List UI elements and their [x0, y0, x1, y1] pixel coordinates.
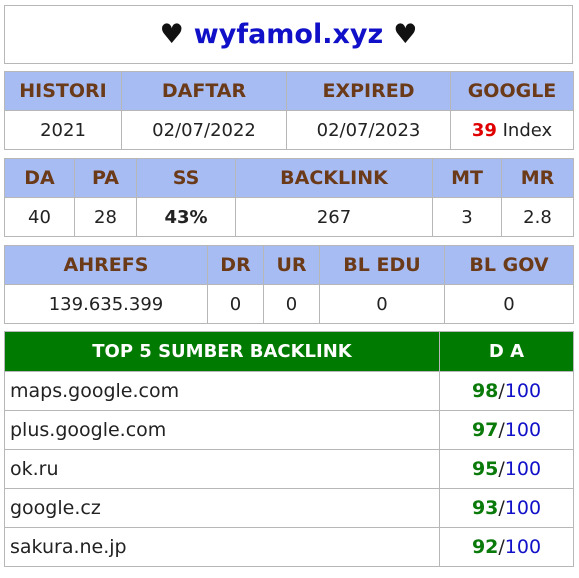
value-ahrefs: 139.635.399	[4, 284, 208, 324]
header-da: DA	[4, 158, 75, 198]
moz-metrics-table: DA PA SS BACKLINK MT MR 40 28 43% 267 3 …	[4, 158, 574, 237]
header-bl-edu: BL EDU	[319, 245, 445, 285]
backlink-da-max: 100	[504, 536, 542, 558]
header-top-da: D A	[439, 331, 574, 372]
header-pa: PA	[74, 158, 137, 198]
value-daftar: 02/07/2022	[121, 110, 287, 150]
backlink-da-max: 100	[504, 419, 542, 441]
value-backlink: 267	[235, 197, 433, 237]
top-backlinks-table: TOP 5 SUMBER BACKLINK D A maps.google.co…	[4, 331, 574, 567]
header-dr: DR	[207, 245, 264, 285]
header-daftar: DAFTAR	[121, 71, 287, 111]
backlink-site: ok.ru	[4, 449, 440, 489]
table-row: ok.ru 95/100	[4, 449, 574, 489]
moz-metrics-value-row: 40 28 43% 267 3 2.8	[4, 197, 574, 237]
domain-history-header-row: HISTORI DAFTAR EXPIRED GOOGLE	[4, 71, 574, 111]
backlink-site: plus.google.com	[4, 410, 440, 450]
header-ss: SS	[136, 158, 236, 198]
header-ahrefs: AHREFS	[4, 245, 208, 285]
heart-left-icon: ♥	[159, 19, 184, 50]
header-histori: HISTORI	[4, 71, 122, 111]
header-google: GOOGLE	[450, 71, 574, 111]
backlink-site: google.cz	[4, 488, 440, 528]
google-index-count: 39	[471, 119, 497, 141]
header-mt: MT	[432, 158, 502, 198]
ahrefs-metrics-header-row: AHREFS DR UR BL EDU BL GOV	[4, 245, 574, 285]
backlink-da-max: 100	[504, 458, 542, 480]
ahrefs-metrics-value-row: 139.635.399 0 0 0 0	[4, 284, 574, 324]
header-bl-gov: BL GOV	[444, 245, 574, 285]
header-expired: EXPIRED	[286, 71, 451, 111]
backlink-da-value: 95	[471, 458, 499, 480]
backlink-da: 97/100	[439, 410, 574, 450]
table-row: plus.google.com 97/100	[4, 410, 574, 450]
header-backlink: BACKLINK	[235, 158, 433, 198]
heart-right-icon: ♥	[393, 19, 418, 50]
domain-name: wyfamol.xyz	[193, 19, 384, 50]
backlink-da-value: 93	[471, 497, 499, 519]
value-ur: 0	[263, 284, 320, 324]
domain-history-value-row: 2021 02/07/2022 02/07/2023 39 Index	[4, 110, 574, 150]
backlink-site: sakura.ne.jp	[4, 527, 440, 567]
backlink-da: 95/100	[439, 449, 574, 489]
backlink-da-value: 98	[471, 380, 499, 402]
header-top-source: TOP 5 SUMBER BACKLINK	[4, 331, 440, 372]
value-bl-edu: 0	[319, 284, 445, 324]
domain-title: ♥ wyfamol.xyz ♥	[4, 5, 573, 64]
ahrefs-metrics-table: AHREFS DR UR BL EDU BL GOV 139.635.399 0…	[4, 245, 574, 324]
moz-metrics-header-row: DA PA SS BACKLINK MT MR	[4, 158, 574, 198]
backlink-da: 92/100	[439, 527, 574, 567]
table-row: google.cz 93/100	[4, 488, 574, 528]
value-mt: 3	[432, 197, 502, 237]
value-ss: 43%	[136, 197, 236, 237]
value-expired: 02/07/2023	[286, 110, 451, 150]
value-histori: 2021	[4, 110, 122, 150]
backlink-da-value: 92	[471, 536, 499, 558]
domain-history-table: HISTORI DAFTAR EXPIRED GOOGLE 2021 02/07…	[4, 71, 574, 150]
backlink-da-max: 100	[504, 497, 542, 519]
header-mr: MR	[501, 158, 574, 198]
top-backlinks-header-row: TOP 5 SUMBER BACKLINK D A	[4, 331, 574, 372]
value-da: 40	[4, 197, 75, 237]
value-mr: 2.8	[501, 197, 574, 237]
value-bl-gov: 0	[444, 284, 574, 324]
value-pa: 28	[74, 197, 137, 237]
value-dr: 0	[207, 284, 264, 324]
backlink-da-value: 97	[471, 419, 499, 441]
table-row: maps.google.com 98/100	[4, 371, 574, 411]
google-index-label: Index	[502, 119, 553, 141]
value-google: 39 Index	[450, 110, 574, 150]
header-ur: UR	[263, 245, 320, 285]
table-row: sakura.ne.jp 92/100	[4, 527, 574, 567]
backlink-da: 93/100	[439, 488, 574, 528]
backlink-da: 98/100	[439, 371, 574, 411]
backlink-site: maps.google.com	[4, 371, 440, 411]
backlink-da-max: 100	[504, 380, 542, 402]
